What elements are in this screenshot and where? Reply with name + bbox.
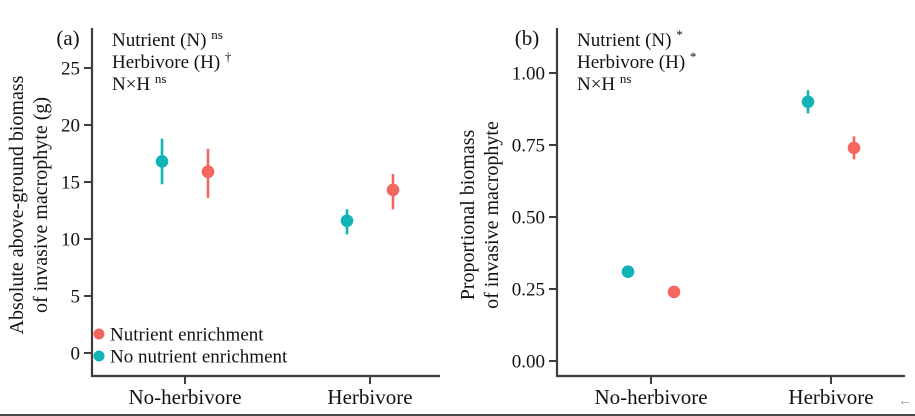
annotation-line: Herbivore (H) † [112, 49, 232, 73]
x-category-label: Herbivore [788, 385, 873, 409]
x-category-label: Herbivore [327, 385, 412, 409]
y-tick-label: 0.00 [512, 351, 545, 372]
annotation-line: N×H ns [112, 71, 166, 95]
y-axis-title-line: of invasive macrophyte [481, 121, 503, 309]
y-tick-label: 0.25 [512, 280, 545, 301]
legend-dot [93, 328, 105, 340]
annotation-line: Herbivore (H) * [577, 49, 696, 73]
y-axis-title-line: Proportional biomass [457, 130, 479, 301]
data-point [847, 141, 861, 155]
legend-label: No nutrient enrichment [110, 347, 288, 368]
annotation-line: Nutrient (N) ns [112, 27, 223, 51]
y-tick-label: 15 [61, 172, 80, 193]
data-point [801, 95, 815, 109]
paragraph-cursor-mark: ← [898, 394, 912, 409]
y-axis-title-line: of invasive macrophyte (g) [30, 97, 52, 313]
x-category-label: No-herbivore [594, 385, 707, 409]
y-tick-label: 0.50 [512, 208, 545, 229]
y-tick-label: 0.75 [512, 136, 545, 157]
y-tick-label: 25 [61, 59, 80, 80]
window-bottom-edge [0, 414, 915, 416]
y-tick-label: 20 [61, 116, 80, 137]
x-category-label: No-herbivore [128, 385, 241, 409]
y-tick-label: 0 [71, 343, 81, 364]
annotation-line: N×H ns [577, 71, 631, 95]
y-tick-label: 1.00 [512, 64, 545, 85]
y-tick-label: 5 [71, 286, 81, 307]
data-point [155, 155, 169, 168]
y-tick-label: 10 [61, 229, 80, 250]
data-point [201, 165, 215, 179]
data-point [340, 214, 354, 228]
data-point [621, 265, 635, 279]
panel-tag: (b) [515, 26, 540, 50]
legend-label: Nutrient enrichment [110, 325, 264, 346]
y-axis-title-line: Absolute above-ground biomass [6, 75, 28, 334]
data-point [667, 285, 681, 299]
panel-tag: (a) [56, 26, 79, 50]
data-point [386, 183, 400, 197]
legend-dot [93, 350, 105, 362]
annotation-line: Nutrient (N) * [577, 27, 683, 51]
